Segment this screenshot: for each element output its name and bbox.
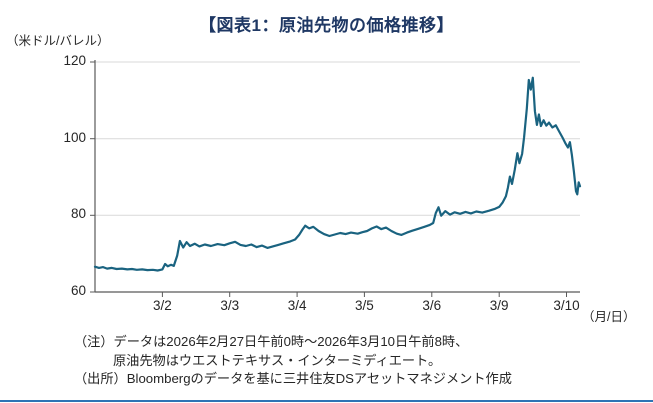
chart-title: 【図表1：原油先物の価格推移】 — [199, 16, 454, 35]
y-axis-unit-label: （米ドル/バレル） — [6, 34, 110, 48]
x-tick-label: 3/5 — [355, 298, 374, 313]
footer-divider — [0, 400, 653, 402]
price-line — [93, 76, 582, 272]
y-tick-label: 60 — [70, 283, 86, 298]
x-tick-label: 3/6 — [422, 298, 442, 313]
y-tick-label: 120 — [63, 53, 86, 68]
x-tick-label: 3/10 — [553, 298, 580, 313]
source-line: （出所）Bloombergのデータを基に三井住友DSアセットマネジメント作成 — [74, 371, 512, 387]
note-line: 原油先物はウエストテキサス・インターミディエート。 — [113, 352, 442, 368]
note-line: （注）データは2026年2月27日午前0時～2026年3月10日午前8時、 — [74, 334, 469, 349]
line-chart: 60 80 100 120 3/2 3/3 3/4 3/5 3/6 3/9 3/10 — [0, 48, 653, 333]
x-axis-unit-label: （月/日） — [582, 310, 636, 324]
x-tick-label: 3/2 — [152, 298, 172, 313]
x-tick-label: 3/4 — [287, 298, 307, 313]
y-tick-label: 100 — [63, 129, 86, 145]
y-tick-label: 80 — [70, 206, 86, 222]
x-tick-label: 3/9 — [489, 298, 509, 313]
plot-svg — [90, 60, 582, 297]
x-tick-label: 3/3 — [220, 298, 240, 313]
footnotes: （注）データは2026年2月27日午前0時～2026年3月10日午前8時、 原油… — [74, 333, 512, 389]
